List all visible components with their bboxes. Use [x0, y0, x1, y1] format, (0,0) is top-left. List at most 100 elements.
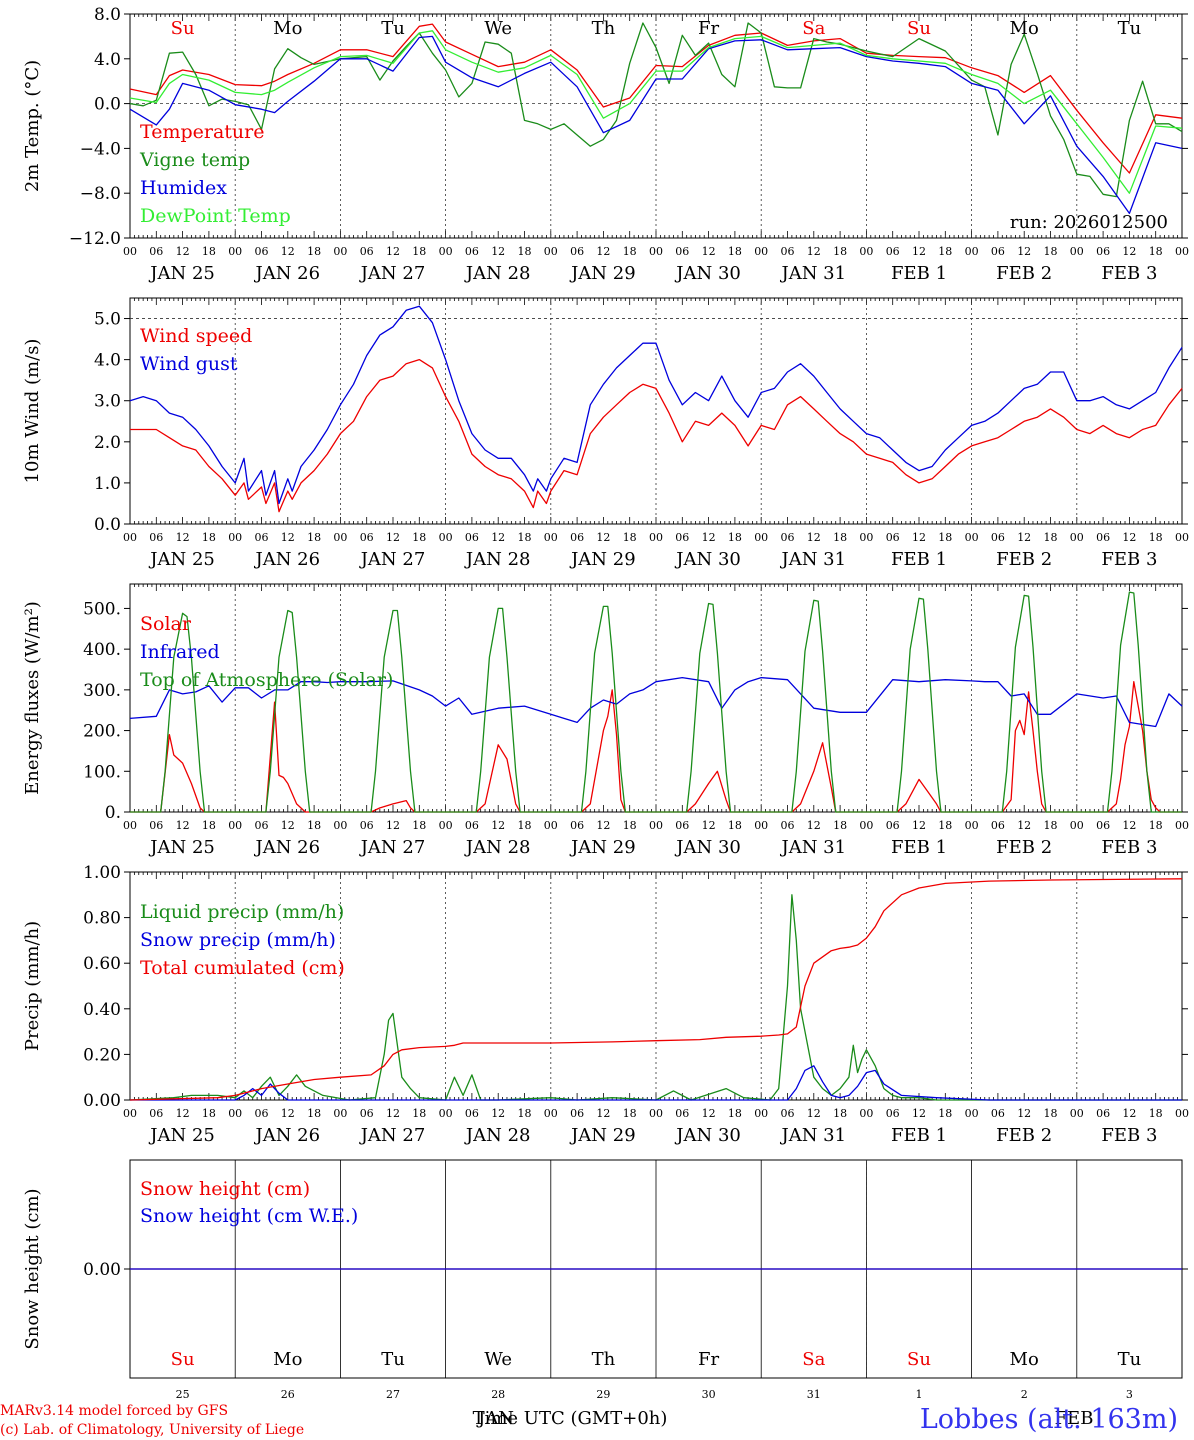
hour-tick-label: 12	[491, 531, 505, 544]
hour-tick-label: 00	[123, 819, 137, 832]
hour-tick-label: 18	[307, 1107, 321, 1120]
legend-entry: Solar	[140, 613, 192, 635]
hour-tick-label: 12	[386, 531, 400, 544]
hour-tick-label: 06	[570, 819, 584, 832]
hour-tick-label: 06	[886, 531, 900, 544]
hour-tick-label: 00	[965, 1107, 979, 1120]
month-label-jan: JAN	[476, 1408, 514, 1429]
y-tick-label: 1.00	[83, 863, 121, 883]
hour-tick-label: 00	[1175, 1107, 1189, 1120]
hour-tick-label: 12	[702, 1107, 716, 1120]
hour-tick-label: 18	[518, 1107, 532, 1120]
hour-tick-label: 18	[1044, 819, 1058, 832]
hour-tick-label: 18	[728, 819, 742, 832]
y-tick-label: 1.0	[94, 474, 121, 494]
series-line-solar	[130, 681, 1182, 813]
hour-tick-label: 06	[465, 531, 479, 544]
hour-tick-label: 12	[912, 245, 926, 258]
y-tick-label: 0.00	[83, 1091, 121, 1111]
hour-tick-label: 06	[465, 819, 479, 832]
hour-tick-label: 18	[938, 531, 952, 544]
hour-tick-label: 18	[1149, 819, 1163, 832]
hour-tick-label: 06	[149, 531, 163, 544]
legend-entry: Vigne temp	[139, 149, 250, 171]
hour-tick-label: 06	[781, 531, 795, 544]
day-name-top: Mo	[1010, 18, 1039, 39]
hour-tick-label: 18	[202, 245, 216, 258]
hour-tick-label: 12	[281, 819, 295, 832]
series-line-wind-gust	[129, 305, 1183, 505]
day-number: 3	[1126, 1388, 1133, 1401]
hour-tick-label: 18	[728, 531, 742, 544]
hour-tick-label: 18	[307, 819, 321, 832]
hour-tick-label: 00	[544, 1107, 558, 1120]
hour-tick-label: 06	[886, 819, 900, 832]
hour-tick-label: 18	[623, 1107, 637, 1120]
hour-tick-label: 06	[991, 531, 1005, 544]
date-label: JAN 30	[674, 1125, 741, 1146]
hour-tick-label: 18	[412, 1107, 426, 1120]
hour-tick-label: 00	[859, 245, 873, 258]
date-label: FEB 1	[891, 1125, 947, 1146]
hour-tick-label: 12	[807, 1107, 821, 1120]
hour-tick-label: 00	[859, 819, 873, 832]
station-label: Lobbes (alt. 163m)	[920, 1404, 1178, 1435]
hour-tick-label: 00	[1070, 245, 1084, 258]
date-label: JAN 30	[674, 263, 741, 284]
hour-tick-label: 06	[675, 819, 689, 832]
hour-tick-label: 12	[281, 531, 295, 544]
day-name-bottom: We	[484, 1349, 512, 1370]
hour-tick-label: 06	[360, 1107, 374, 1120]
day-name-bottom: Th	[592, 1349, 616, 1370]
series-line-liquid-precip-mm-h-	[129, 894, 1182, 1101]
hour-tick-label: 12	[596, 531, 610, 544]
hour-tick-label: 12	[596, 245, 610, 258]
hour-tick-label: 06	[255, 531, 269, 544]
hour-tick-label: 06	[149, 245, 163, 258]
series-line-temperature	[129, 23, 1183, 174]
hour-tick-label: 06	[149, 1107, 163, 1120]
x-axis-title: Time UTC (GMT+0h)	[473, 1408, 668, 1429]
hour-tick-label: 18	[938, 245, 952, 258]
date-label: JAN 27	[359, 1125, 426, 1146]
date-label: JAN 25	[148, 1125, 215, 1146]
date-label: JAN 27	[359, 549, 426, 570]
month-label-feb: FEB	[1055, 1408, 1094, 1429]
hour-tick-label: 06	[1096, 819, 1110, 832]
hour-tick-label: 00	[649, 1107, 663, 1120]
hour-tick-label: 18	[1044, 1107, 1058, 1120]
date-label: JAN 28	[464, 837, 531, 858]
hour-tick-label: 12	[1017, 819, 1031, 832]
hour-tick-label: 00	[965, 531, 979, 544]
y-tick-label: 0.60	[83, 954, 121, 974]
hour-tick-label: 06	[781, 245, 795, 258]
hour-tick-label: 00	[544, 531, 558, 544]
hour-tick-label: 00	[333, 819, 347, 832]
date-label: JAN 27	[359, 263, 426, 284]
hour-tick-label: 12	[807, 531, 821, 544]
day-name-top: Th	[592, 18, 616, 39]
y-tick-label: 0.0	[94, 95, 121, 115]
day-name-bottom: Su	[171, 1349, 195, 1370]
hour-tick-label: 12	[807, 819, 821, 832]
legend-entry: Snow height (cm)	[140, 1178, 310, 1200]
hour-tick-label: 06	[991, 245, 1005, 258]
hour-tick-label: 18	[1149, 245, 1163, 258]
hour-tick-label: 00	[1175, 245, 1189, 258]
day-name-top: Su	[171, 18, 195, 39]
date-label: FEB 1	[891, 837, 947, 858]
hour-tick-label: 00	[228, 1107, 242, 1120]
y-tick-label: 0.40	[83, 1000, 121, 1020]
y-tick-label: 400.	[83, 640, 121, 660]
legend-entry: Snow height (cm W.E.)	[140, 1205, 358, 1227]
legend-entry: Total cumulated (cm)	[140, 957, 345, 979]
y-axis-label: 10m Wind (m/s)	[22, 339, 43, 484]
hour-tick-label: 00	[649, 245, 663, 258]
hour-tick-label: 00	[1175, 819, 1189, 832]
hour-tick-label: 18	[518, 245, 532, 258]
day-name-top: Mo	[273, 18, 302, 39]
hour-tick-label: 00	[754, 531, 768, 544]
hour-tick-label: 18	[202, 531, 216, 544]
panel-precip: 00 06 12 18 00 06 12 18 00 06 12 18 00 06 12 18 00 06 12 18…	[22, 863, 1189, 1146]
legend-entry: Temperature	[140, 121, 264, 143]
